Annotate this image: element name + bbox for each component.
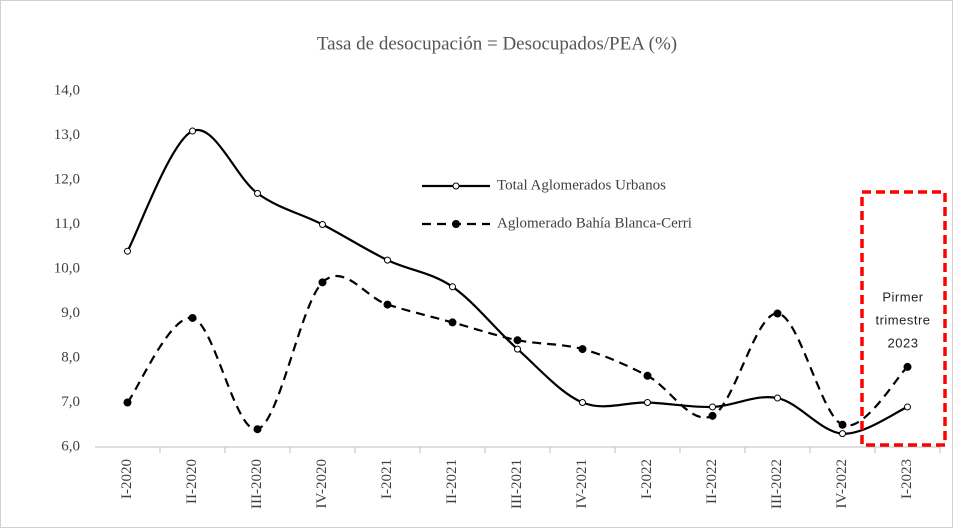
marker — [254, 189, 261, 197]
marker — [189, 127, 196, 135]
marker — [643, 371, 652, 380]
x-tick-label: I-2023 — [899, 459, 915, 499]
y-tick-label: 10,0 — [54, 260, 80, 276]
y-tick-label: 14,0 — [54, 82, 80, 98]
marker — [578, 345, 587, 354]
annotation: Pirmer — [882, 289, 923, 304]
y-tick-label: 11,0 — [54, 216, 80, 232]
annotation: 2023 — [888, 335, 919, 350]
marker — [123, 398, 132, 407]
legend-label: Total Aglomerados Urbanos — [497, 177, 666, 193]
legend-label: Aglomerado Bahía Blanca-Cerri — [497, 215, 692, 231]
x-tick-label: I-2021 — [379, 459, 395, 499]
marker — [709, 403, 716, 411]
x-tick-label: III-2022 — [769, 459, 785, 509]
x-tick-label: IV-2022 — [834, 459, 850, 508]
marker — [384, 256, 391, 264]
x-tick-label: I-2022 — [639, 459, 655, 499]
marker — [449, 283, 456, 291]
marker — [644, 399, 651, 406]
chart-title: Tasa de desocupación = Desocupados/PEA (… — [317, 33, 677, 54]
x-tick-label: II-2022 — [704, 459, 720, 504]
y-tick-label: 13,0 — [54, 127, 80, 143]
x-tick-label: II-2021 — [444, 459, 460, 504]
legend-marker — [452, 182, 460, 190]
marker — [904, 403, 911, 411]
y-tick-label: 6,0 — [61, 438, 80, 454]
y-tick-label: 9,0 — [61, 305, 80, 321]
x-tick-label: IV-2021 — [574, 459, 590, 508]
annotation: trimestre — [875, 312, 930, 327]
y-tick-label: 7,0 — [61, 394, 80, 410]
y-tick-label: 12,0 — [54, 171, 80, 187]
marker — [318, 278, 327, 287]
marker — [188, 313, 197, 322]
x-tick-label: III-2020 — [249, 459, 265, 509]
marker — [124, 247, 131, 255]
x-tick-label: II-2020 — [184, 459, 200, 504]
x-tick-label: I-2020 — [119, 459, 135, 499]
x-tick-label: III-2021 — [509, 459, 525, 509]
marker — [448, 318, 457, 327]
marker — [903, 362, 912, 371]
marker — [513, 336, 522, 345]
marker — [838, 420, 847, 429]
marker — [383, 300, 392, 309]
marker — [774, 394, 781, 402]
marker — [773, 309, 782, 318]
x-tick-label: IV-2020 — [314, 459, 330, 508]
marker — [253, 425, 262, 434]
marker — [579, 399, 586, 406]
marker — [708, 411, 717, 420]
series-line — [126, 274, 909, 431]
marker — [839, 430, 846, 438]
marker — [514, 345, 521, 353]
legend-marker — [452, 220, 460, 228]
y-tick-label: 8,0 — [61, 349, 80, 365]
marker — [319, 221, 326, 228]
